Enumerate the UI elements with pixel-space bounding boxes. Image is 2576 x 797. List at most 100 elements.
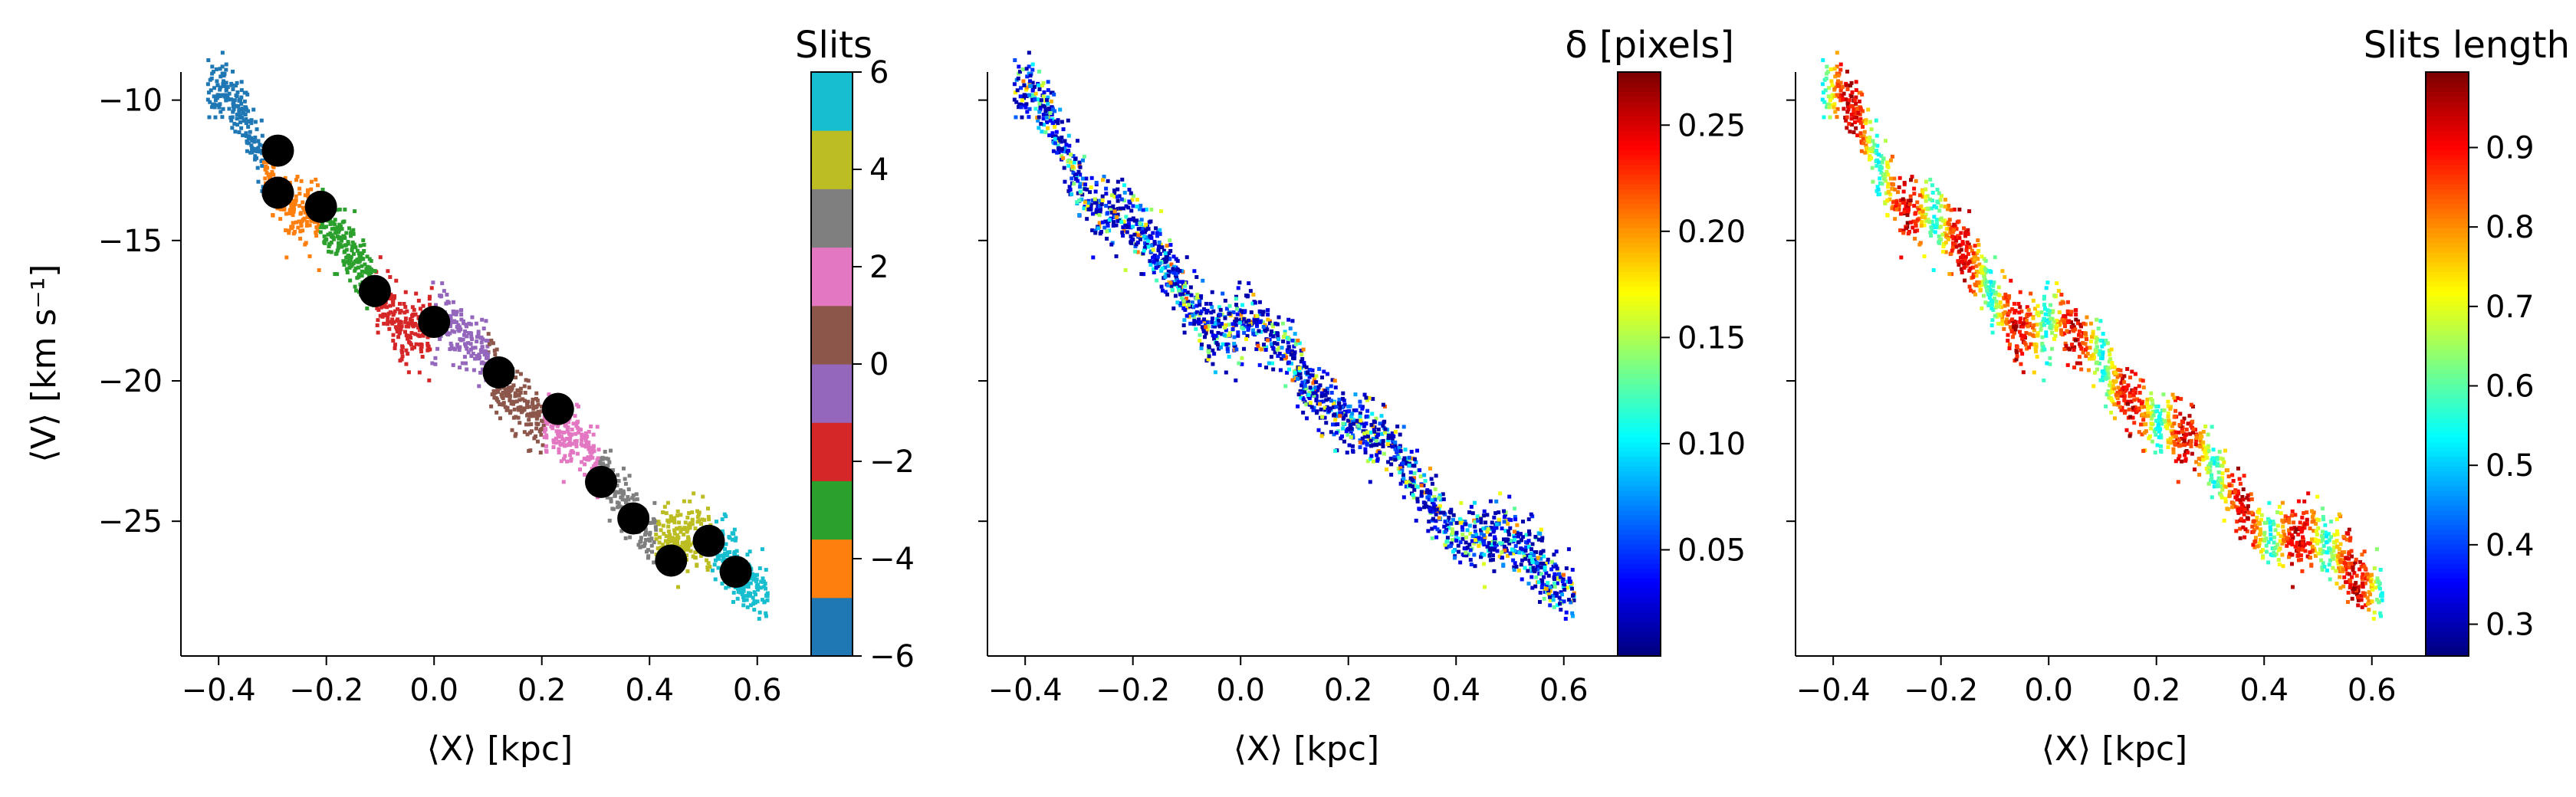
scatter-point xyxy=(1151,248,1155,252)
scatter-point xyxy=(1443,543,1447,547)
scatter-point xyxy=(2210,495,2214,500)
scatter-point xyxy=(217,105,222,110)
scatter-point xyxy=(626,494,630,499)
scatter-point xyxy=(1255,313,1260,318)
scatter-point xyxy=(1039,98,1043,103)
scatter-point xyxy=(1570,611,1575,615)
scatter-point xyxy=(1093,189,1098,194)
scatter-point xyxy=(418,343,422,347)
scatter-point xyxy=(2332,553,2337,558)
scatter-point xyxy=(521,408,525,413)
scatter-point xyxy=(1572,598,1576,602)
scatter-point xyxy=(306,189,310,193)
scatter-point xyxy=(233,130,238,134)
scatter-point xyxy=(753,592,757,597)
scatter-point xyxy=(1501,537,1506,542)
scatter-point xyxy=(756,588,761,592)
scatter-point xyxy=(2377,585,2381,589)
scatter-point xyxy=(1976,257,1980,261)
scatter-point xyxy=(397,325,402,330)
scatter-point xyxy=(733,538,738,543)
scatter-point xyxy=(2264,549,2269,554)
scatter-point xyxy=(2155,409,2160,414)
scatter-point xyxy=(303,210,307,215)
scatter-point xyxy=(2255,526,2259,530)
scatter-point xyxy=(353,284,357,289)
scatter-point xyxy=(1561,572,1566,577)
scatter-point xyxy=(1821,90,1825,95)
scatter-point xyxy=(1857,99,1861,103)
scatter-point xyxy=(1552,553,1556,557)
scatter-point xyxy=(1404,484,1408,489)
scatter-point xyxy=(1460,532,1465,536)
scatter-point xyxy=(534,405,538,410)
scatter-point xyxy=(1168,238,1172,243)
scatter-point xyxy=(2049,323,2053,328)
scatter-point xyxy=(1166,283,1171,287)
scatter-point xyxy=(2107,395,2111,400)
scatter-point xyxy=(356,274,361,279)
scatter-point xyxy=(2147,436,2151,441)
scatter-point xyxy=(1273,350,1277,355)
scatter-point xyxy=(1352,421,1356,426)
scatter-point xyxy=(1414,518,1418,523)
scatter-point xyxy=(487,342,491,346)
scatter-point xyxy=(1506,537,1510,542)
scatter-point xyxy=(1481,526,1486,531)
scatter-point xyxy=(289,226,294,231)
scatter-point xyxy=(1820,97,1825,102)
scatter-point xyxy=(1152,260,1156,264)
scatter-point xyxy=(1045,98,1050,103)
scatter-point xyxy=(431,280,435,285)
scatter-point xyxy=(672,531,677,536)
scatter-point xyxy=(649,543,654,548)
colorbar-segment xyxy=(1618,344,1661,350)
scatter-point xyxy=(1513,543,1518,548)
scatter-point xyxy=(661,523,665,528)
colorbar-segment xyxy=(1618,437,1661,443)
scatter-point xyxy=(1178,292,1182,297)
scatter-point xyxy=(367,257,372,261)
scatter-point xyxy=(1183,284,1188,288)
scatter-point xyxy=(2105,368,2110,372)
scatter-point xyxy=(264,164,268,169)
scatter-point xyxy=(1230,322,1235,326)
scatter-point xyxy=(440,281,445,286)
scatter-point xyxy=(1488,558,1493,562)
scatter-point xyxy=(412,345,417,349)
scatter-point xyxy=(1412,457,1417,461)
scatter-point xyxy=(2065,300,2070,304)
scatter-point xyxy=(392,311,396,316)
scatter-point xyxy=(220,71,225,76)
scatter-point xyxy=(408,340,412,345)
scatter-point xyxy=(245,149,249,153)
scatter-point xyxy=(2338,585,2343,590)
scatter-point xyxy=(2142,405,2147,409)
scatter-point xyxy=(724,542,728,546)
scatter-point xyxy=(351,251,356,256)
scatter-point xyxy=(1507,541,1512,546)
scatter-point xyxy=(2331,566,2335,570)
scatter-point xyxy=(486,332,491,336)
scatter-point xyxy=(1430,500,1434,504)
scatter-point xyxy=(1135,240,1140,244)
scatter-point xyxy=(1349,429,1353,434)
scatter-point xyxy=(676,585,681,589)
scatter-point xyxy=(480,317,485,322)
scatter-point xyxy=(1368,430,1373,435)
scatter-point xyxy=(2151,413,2156,418)
scatter-point xyxy=(2332,533,2337,537)
colorbar-segment xyxy=(1618,539,1661,545)
scatter-point xyxy=(1097,213,1102,218)
scatter-point xyxy=(1450,527,1454,532)
colorbar-segment xyxy=(811,539,853,599)
scatter-point xyxy=(1178,268,1182,273)
scatter-point xyxy=(1921,192,1925,196)
scatter-point xyxy=(1350,419,1355,424)
scatter-point xyxy=(235,113,239,117)
scatter-point xyxy=(2315,541,2320,546)
scatter-point xyxy=(1393,440,1398,444)
colorbar-segment xyxy=(1618,164,1661,170)
scatter-point xyxy=(1270,361,1275,366)
scatter-point xyxy=(2154,418,2159,423)
